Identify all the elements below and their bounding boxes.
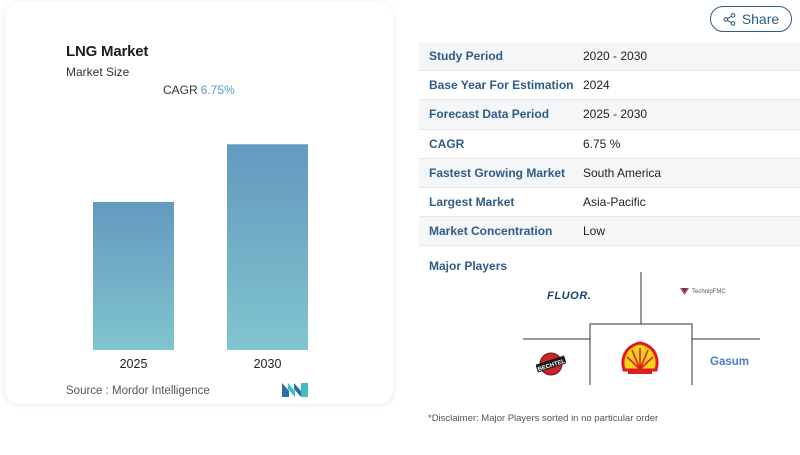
major-players-title: Major Players	[429, 259, 508, 273]
info-row-concentration: Market Concentration Low	[419, 217, 800, 247]
chart-title: LNG Market	[66, 43, 149, 60]
x-tick-label: 2030	[254, 357, 282, 371]
cagr-value: 6.75%	[200, 83, 235, 97]
share-button[interactable]: Share	[710, 6, 792, 32]
technipfmc-logo: TechnipFMC	[680, 287, 726, 296]
share-icon	[723, 12, 736, 26]
cagr-annotation: CAGR 6.75%	[163, 83, 235, 97]
info-value: 6.75 %	[583, 136, 621, 151]
info-row-largest-market: Largest Market Asia-Pacific	[419, 188, 800, 218]
info-value: 2025 - 2030	[583, 107, 648, 122]
technipfmc-mark-icon	[680, 288, 689, 295]
market-size-card: 2025 2030 LNG Market Market Size CAGR 6.75…	[5, 2, 393, 404]
gasum-logo: Gasum	[710, 356, 749, 368]
info-row-cagr: CAGR 6.75 %	[419, 130, 800, 159]
info-value: 2020 - 2030	[583, 49, 648, 64]
info-value: South America	[583, 165, 662, 180]
info-label: Study Period	[429, 49, 504, 64]
chart-subtitle: Market Size	[66, 65, 130, 79]
bar-chart: 2025 2030	[93, 144, 308, 371]
bar-2030	[227, 144, 308, 350]
market-info-table: Study Period 2020 - 2030 Base Year For E…	[419, 42, 800, 247]
info-row-study-period: Study Period 2020 - 2030	[419, 42, 800, 72]
info-label: Forecast Data Period	[429, 107, 550, 122]
x-tick-label: 2025	[120, 357, 148, 371]
info-label: CAGR	[429, 136, 465, 151]
bechtel-logo-icon: BECHTEL	[536, 352, 566, 376]
info-value: Low	[583, 224, 606, 239]
source-text: Source : Mordor Intelligence	[66, 385, 210, 397]
info-value: 2024	[583, 78, 610, 93]
disclaimer-text: *Disclaimer: Major Players sorted in no …	[428, 413, 659, 424]
cagr-label: CAGR	[163, 83, 198, 97]
info-label: Market Concentration	[429, 224, 553, 239]
bar-2025	[93, 202, 174, 350]
mordor-logo-icon	[282, 383, 308, 397]
info-row-base-year: Base Year For Estimation 2024	[419, 71, 800, 101]
info-label: Fastest Growing Market	[429, 165, 566, 180]
info-row-fastest-growing: Fastest Growing Market South America	[419, 158, 800, 188]
info-value: Asia-Pacific	[583, 195, 646, 210]
info-row-forecast-period: Forecast Data Period 2025 - 2030	[419, 100, 800, 130]
technipfmc-label: TechnipFMC	[692, 288, 726, 295]
info-label: Largest Market	[429, 195, 515, 210]
info-label: Base Year For Estimation	[429, 78, 574, 93]
shell-logo-icon	[621, 341, 659, 374]
share-label: Share	[741, 11, 780, 27]
fluor-logo: FLUOR.	[547, 290, 592, 302]
